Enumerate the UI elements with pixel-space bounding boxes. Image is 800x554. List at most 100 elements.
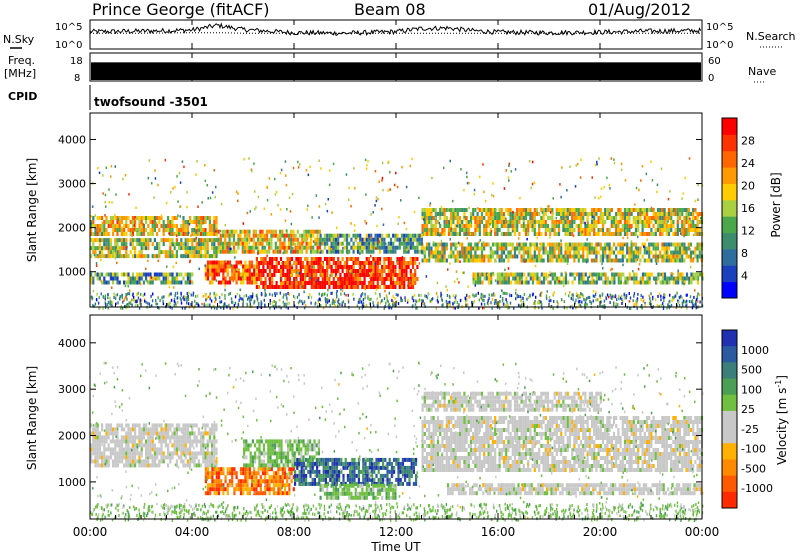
range-cell — [560, 250, 563, 255]
range-cell — [452, 232, 455, 236]
range-cell — [127, 224, 130, 228]
noise-dot — [202, 295, 205, 298]
range-cell — [180, 232, 183, 236]
range-cell — [656, 212, 660, 216]
range-cell — [204, 238, 207, 243]
range-cell — [101, 423, 104, 428]
range-cell — [118, 250, 121, 255]
range-cell — [341, 281, 344, 285]
range-cell — [169, 228, 172, 232]
range-cell — [114, 447, 117, 452]
range-cell — [571, 212, 574, 216]
range-cell — [418, 241, 421, 246]
range-cell — [293, 277, 296, 281]
ground-dot — [370, 297, 372, 301]
range-cell — [692, 220, 695, 224]
range-cell — [491, 224, 495, 228]
range-cell — [103, 443, 106, 448]
range-cell — [568, 242, 572, 247]
noise-dot — [683, 282, 685, 286]
range-cell — [156, 435, 159, 440]
ground-dot — [515, 291, 517, 295]
range-cell — [352, 241, 355, 246]
range-cell — [129, 463, 132, 468]
ground-dot — [426, 296, 429, 300]
range-cell — [226, 249, 229, 254]
range-cell — [250, 245, 253, 250]
range-cell — [226, 280, 229, 285]
ground-dot — [563, 300, 565, 304]
range-cell — [323, 285, 327, 289]
range-cell — [494, 208, 497, 212]
ground-dot — [502, 291, 504, 295]
range-cell — [231, 276, 234, 281]
range-cell — [237, 233, 240, 238]
ground-dot — [583, 297, 585, 301]
range-cell — [326, 277, 329, 281]
range-cell — [112, 427, 115, 432]
noise-dot — [209, 196, 212, 200]
range-cell — [255, 280, 258, 285]
range-cell — [531, 280, 535, 285]
range-cell — [646, 272, 649, 277]
range-cell — [610, 220, 613, 224]
range-cell — [191, 280, 194, 285]
range-cell — [290, 265, 294, 269]
range-cell — [527, 228, 530, 232]
range-cell — [237, 237, 240, 242]
ground-dot — [482, 298, 484, 302]
noise-dot — [449, 217, 452, 220]
noise-dot — [566, 251, 569, 255]
noise-dot — [206, 241, 209, 244]
ground-dot — [220, 306, 222, 310]
noise-dot — [318, 216, 320, 219]
range-cell — [694, 254, 697, 259]
range-cell — [367, 265, 371, 269]
noise-dot — [375, 247, 377, 250]
ground-dot — [421, 298, 423, 302]
range-cell — [555, 212, 558, 216]
range-cell — [398, 265, 401, 269]
range-cell — [156, 431, 159, 436]
range-cell — [520, 246, 523, 251]
range-cell — [628, 228, 631, 232]
ground-dot — [660, 298, 662, 302]
range-cell — [566, 212, 569, 216]
range-cell — [265, 233, 269, 238]
noise-dot — [632, 269, 634, 273]
range-cell — [114, 276, 117, 281]
noise-dot — [533, 181, 536, 185]
range-cell — [186, 232, 189, 236]
noise-dot — [483, 190, 485, 194]
range-cell — [153, 220, 156, 224]
range-cell — [164, 443, 167, 448]
range-cell — [557, 228, 561, 232]
range-cell — [648, 246, 651, 251]
range-cell — [577, 216, 580, 220]
ground-dot — [198, 304, 200, 308]
range-cell — [136, 238, 139, 243]
range-cell — [332, 241, 335, 246]
range-cell — [564, 246, 567, 251]
range-cell — [586, 250, 589, 255]
range-cell — [683, 250, 686, 255]
range-cell — [145, 242, 148, 247]
range-cell — [171, 220, 174, 224]
range-cell — [632, 220, 635, 224]
range-cell — [352, 265, 355, 269]
range-cell — [595, 212, 598, 216]
range-cell — [650, 242, 653, 247]
range-cell — [663, 228, 666, 232]
range-cell — [339, 241, 342, 246]
noise-dot — [506, 301, 508, 304]
range-cell — [266, 285, 269, 289]
range-cell — [235, 241, 238, 246]
range-cell — [200, 254, 203, 259]
range-cell — [648, 232, 651, 236]
noise-dot — [154, 177, 157, 180]
range-cell — [96, 276, 99, 281]
range-cell — [226, 229, 229, 234]
range-cell — [485, 232, 488, 236]
range-cell — [204, 246, 207, 251]
range-cell — [158, 435, 161, 440]
